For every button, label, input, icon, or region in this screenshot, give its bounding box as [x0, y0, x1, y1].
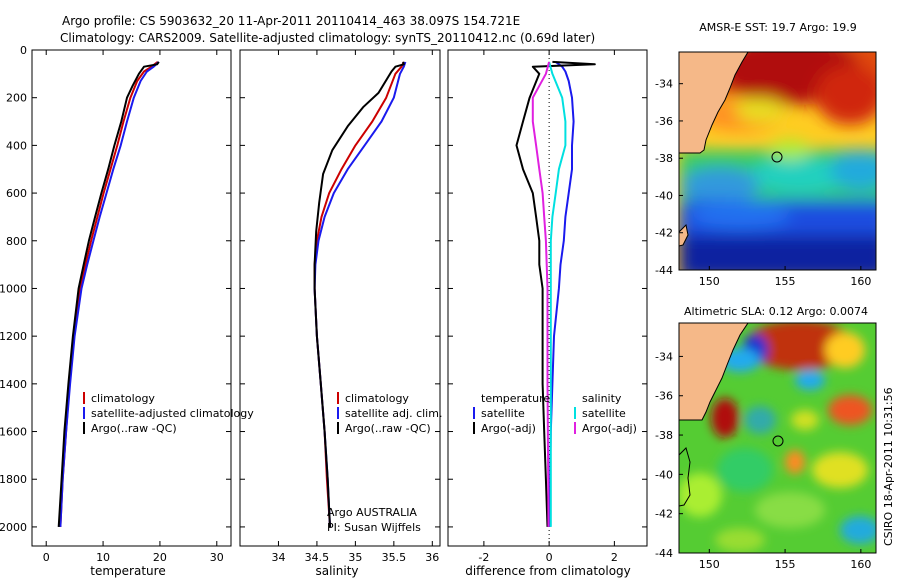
salinity-xlabel: salinity	[315, 564, 358, 578]
x-tick-label: 2	[611, 551, 618, 564]
x-tick-label: 35.5	[382, 551, 407, 564]
y-tick-label: 2000	[0, 521, 27, 534]
legend-sal-satellite: satellite adj. clim.	[345, 407, 442, 420]
map-x-tick-label: 160	[850, 275, 871, 288]
sst-map-axes	[678, 51, 877, 271]
series-climatology	[59, 61, 159, 527]
credit-line1: Argo AUSTRALIA	[327, 506, 417, 519]
map-y-tick-label: -44	[655, 264, 673, 277]
x-tick-label: 30	[210, 551, 224, 564]
sla-argo-marker	[772, 435, 784, 447]
y-tick-label: 1600	[0, 426, 27, 439]
sla-land-australia	[679, 323, 749, 421]
x-tick-label: 0	[546, 551, 553, 564]
legend-diff-argo: Argo(-adj)	[481, 422, 536, 435]
y-tick-label: 1200	[0, 330, 27, 343]
difference-axes	[447, 49, 648, 547]
temperature-axes	[31, 49, 232, 547]
map-x-tick-label: 160	[850, 558, 871, 571]
legend-argo: Argo(..raw -QC)	[91, 422, 177, 435]
temperature-plot: 0 10 20 30 0 200 400 600 800 1000 1200 1400 1600 1800…	[0, 44, 231, 564]
header-line2: Climatology: CARS2009. Satellite-adjuste…	[60, 31, 595, 45]
y-tick-label: 1000	[0, 282, 27, 295]
x-tick-label: 36	[425, 551, 439, 564]
sst-argo-marker	[771, 151, 783, 163]
difference-legend: temperature satellite Argo(-adj) salinit…	[473, 392, 637, 435]
map-y-tick-label: -38	[655, 429, 673, 442]
legend-sal-climatology: climatology	[345, 392, 409, 405]
difference-xlabel: difference from climatology	[465, 564, 631, 578]
x-tick-label: 35	[348, 551, 362, 564]
y-tick-label: 200	[6, 92, 27, 105]
x-tick-label: 20	[153, 551, 167, 564]
map-x-tick-label: 150	[699, 275, 720, 288]
sst-map-image	[679, 52, 876, 270]
series-argo-raw-qc	[313, 61, 405, 527]
series-satellite-adj-clim	[313, 61, 407, 527]
map-y-tick-label: -42	[655, 227, 673, 240]
x-tick-label: 34	[271, 551, 285, 564]
sla-land-tasmania	[679, 447, 691, 507]
x-tick-label: -2	[478, 551, 489, 564]
temperature-legend: climatology satellite-adjusted climatolo…	[83, 392, 254, 435]
credit-line2: PI: Susan Wijffels	[327, 521, 421, 534]
y-tick-label: 0	[20, 44, 27, 57]
sla-map-ticks: 150 155 160 -34 -36 -38 -40 -42 -44	[655, 350, 871, 571]
y-tick-label: 1400	[0, 378, 27, 391]
x-tick-label: 34.5	[305, 551, 330, 564]
sst-land-tasmania	[679, 223, 689, 247]
legend-satellite: satellite-adjusted climatology	[91, 407, 254, 420]
legend-climatology: climatology	[91, 392, 155, 405]
map-y-tick-label: -40	[655, 189, 673, 202]
legend-temperature-title: temperature	[481, 392, 550, 405]
map-y-tick-label: -36	[655, 115, 673, 128]
map-y-tick-label: -44	[655, 547, 673, 560]
x-tick-label: 10	[96, 551, 110, 564]
sst-land-australia	[679, 52, 749, 154]
sla-map-axes	[678, 322, 877, 554]
legend-diff-sat: satellite	[481, 407, 525, 420]
y-tick-label: 800	[6, 235, 27, 248]
series-temperature-satellite	[548, 61, 575, 527]
series-temperature-argo-adj	[515, 60, 596, 527]
series-satellite-adjusted-climatology	[59, 61, 160, 527]
map-y-tick-label: -40	[655, 468, 673, 481]
sla-map-title: Altimetric SLA: 0.12 Argo: 0.0074	[684, 305, 868, 318]
series-salinity-satellite	[548, 61, 567, 527]
sst-map-ticks: 150 155 160 -34 -36 -38 -40 -42 -44	[655, 78, 871, 288]
side-timestamp: CSIRO 18-Apr-2011 10:31:56	[882, 387, 895, 546]
legend-salinity-title: salinity	[582, 392, 622, 405]
x-tick-label: 0	[43, 551, 50, 564]
map-y-tick-label: -38	[655, 152, 673, 165]
salinity-legend: climatology satellite adj. clim. Argo(..…	[337, 392, 442, 435]
series-climatology	[313, 61, 405, 527]
salinity-axes	[239, 49, 441, 547]
y-tick-label: 600	[6, 187, 27, 200]
salinity-plot: 34 34.5 35 35.5 36	[240, 49, 440, 564]
map-x-tick-label: 155	[775, 275, 796, 288]
difference-plot: -2 0 2	[448, 49, 647, 564]
map-x-tick-label: 150	[699, 558, 720, 571]
map-y-tick-label: -34	[655, 78, 673, 91]
temperature-xlabel: temperature	[90, 564, 165, 578]
y-tick-label: 1800	[0, 473, 27, 486]
header-line1: Argo profile: CS 5903632_20 11-Apr-2011 …	[62, 14, 520, 28]
map-y-tick-label: -36	[655, 390, 673, 403]
legend-diff-salargo: Argo(-adj)	[582, 422, 637, 435]
legend-sal-argo: Argo(..raw -QC)	[345, 422, 431, 435]
map-x-tick-label: 155	[775, 558, 796, 571]
legend-diff-salsat: satellite	[582, 407, 626, 420]
map-y-tick-label: -42	[655, 508, 673, 521]
series-salinity-argo-adj	[531, 61, 551, 527]
map-y-tick-label: -34	[655, 350, 673, 363]
y-tick-label: 400	[6, 139, 27, 152]
sst-map-title: AMSR-E SST: 19.7 Argo: 19.9	[699, 21, 857, 34]
sla-map-image	[679, 323, 876, 553]
series-argo-raw-qc	[57, 61, 160, 527]
